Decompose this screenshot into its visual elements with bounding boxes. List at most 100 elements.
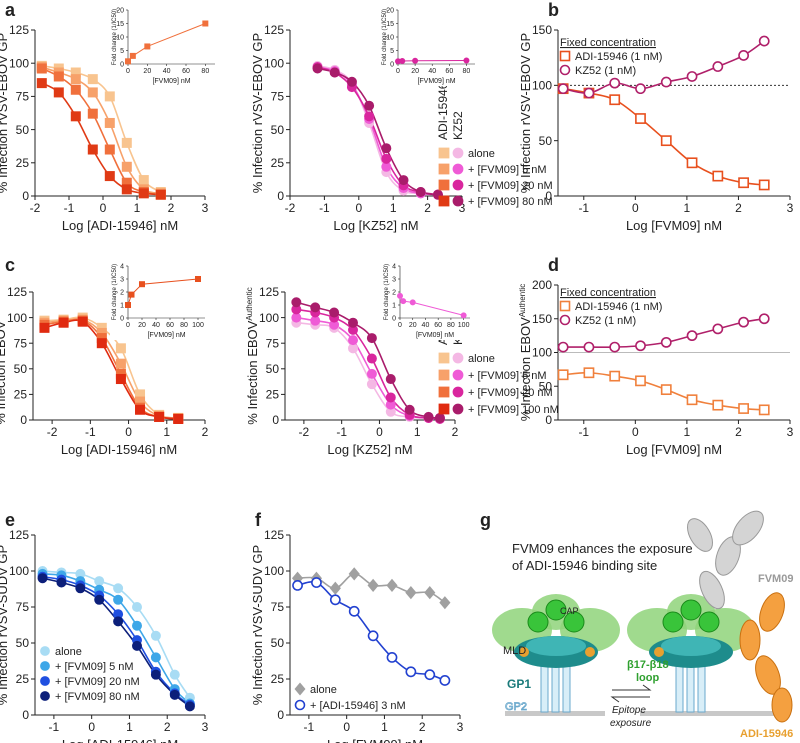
legend-label: ADI-15946 (1 nM) [575, 51, 662, 63]
gp-trimer [492, 594, 620, 713]
y-tick-label: 125 [7, 285, 27, 299]
marker [398, 175, 409, 186]
y-tick-label: 50 [16, 636, 30, 650]
marker [87, 74, 98, 85]
x-tick-label: 100 [458, 322, 470, 329]
marker [329, 67, 340, 78]
y-axis-label: Fold change (1/IC50) [112, 264, 118, 320]
marker [635, 375, 646, 387]
x-tick-label: -1 [64, 201, 75, 215]
marker [150, 669, 161, 680]
x-tick-label: 40 [152, 322, 160, 329]
y-tick-label: 1 [392, 302, 396, 309]
y-tick-label: 0 [120, 315, 124, 322]
x-tick-label: 20 [409, 322, 417, 329]
x-axis-label: Log [KZ52] nM [327, 442, 412, 457]
y-tick-label: 100 [9, 564, 29, 578]
legend-label: alone [468, 148, 495, 160]
marker [660, 336, 672, 348]
legend-swatch [452, 195, 464, 207]
series-line [317, 66, 438, 196]
marker [155, 189, 166, 200]
x-tick-label: 2 [424, 201, 431, 215]
arrow [610, 696, 650, 703]
y-tick-label: 20 [386, 7, 394, 14]
marker [36, 63, 47, 74]
y-axis-label: Fold change (1/IC50) [382, 9, 388, 65]
gp2-stem [540, 661, 549, 713]
x-tick-label: 1 [684, 425, 691, 439]
y-axis-label-text: % Infection rVSV-EBOV GP [518, 33, 533, 193]
marker [609, 341, 621, 353]
marker [70, 84, 81, 95]
marker [557, 369, 569, 381]
marker [121, 137, 132, 148]
marker [609, 370, 621, 382]
marker [583, 367, 595, 379]
y-axis-label-text: % Infection rVSV-SUDV GP [250, 545, 265, 705]
glycan [519, 647, 529, 657]
marker [347, 335, 358, 346]
y-axis-label-text: Fold change (1/IC50) [112, 9, 118, 65]
x-axis-label: Log [FVM09] nM [327, 737, 423, 743]
marker [415, 187, 426, 198]
x-tick-label: 3 [787, 201, 794, 215]
marker [386, 578, 398, 592]
x-axis-label: Log [FVM09] nM [626, 442, 722, 457]
x-axis-label: [FVM09] nM [147, 332, 185, 339]
marker [348, 605, 360, 617]
x-axis-label: [FVM09] nM [416, 332, 454, 339]
x-tick-label: 60 [182, 68, 190, 75]
legend-label: + [ADI-15946] 3 nM [310, 700, 406, 712]
y-tick-label: 25 [14, 388, 28, 402]
marker [70, 111, 81, 122]
y-tick-label: 0 [272, 413, 279, 427]
legend-label: alone [310, 684, 337, 696]
marker [463, 57, 470, 64]
gp1 [661, 636, 721, 656]
y-tick-label: 0 [120, 61, 124, 68]
legend-label: KZ52 (1 nM) [575, 315, 636, 327]
x-tick-label: 1 [390, 201, 397, 215]
y-axis-label: % Infection rVSV-EBOV GP [0, 33, 10, 193]
label: loop [636, 672, 659, 684]
y-axis-label-text: Fold change (1/IC50) [112, 264, 118, 320]
marker [128, 291, 135, 298]
cap [527, 611, 549, 633]
marker [660, 135, 672, 147]
series-line [127, 278, 199, 306]
x-tick-label: -1 [578, 201, 589, 215]
equilibrium-arrows [610, 684, 652, 703]
label: CAP [560, 606, 579, 616]
y-tick-label: 4 [120, 263, 124, 270]
marker [87, 87, 98, 98]
marker [686, 157, 698, 169]
y-tick-label: 150 [532, 23, 552, 37]
legend-swatch [294, 682, 306, 696]
marker [329, 307, 340, 318]
y-tick-label: 5 [120, 48, 124, 55]
y-axis-label-text: % Infection rVSV-EBOV GP [250, 33, 265, 193]
x-tick-label: 2 [735, 425, 742, 439]
marker [405, 586, 417, 600]
label: exposure [610, 718, 652, 729]
antibody-domain [771, 687, 793, 723]
marker [292, 580, 303, 591]
marker [129, 52, 136, 59]
marker [39, 322, 50, 333]
marker [194, 275, 201, 282]
y-tick-label: 125 [259, 285, 279, 299]
marker [138, 175, 149, 186]
x-tick-label: 3 [787, 425, 794, 439]
marker [660, 76, 672, 88]
legend-label: alone [55, 646, 82, 658]
marker [381, 143, 392, 154]
legend-swatch [40, 691, 50, 701]
x-tick-label: 0 [355, 201, 362, 215]
y-tick-label: 0 [20, 413, 27, 427]
y-tick-label: 75 [271, 90, 285, 104]
y-axis-label: % Infection EBOVAuthentic [518, 284, 533, 421]
y-tick-label: 75 [16, 600, 30, 614]
marker [113, 583, 124, 594]
legend-swatch [40, 676, 50, 686]
